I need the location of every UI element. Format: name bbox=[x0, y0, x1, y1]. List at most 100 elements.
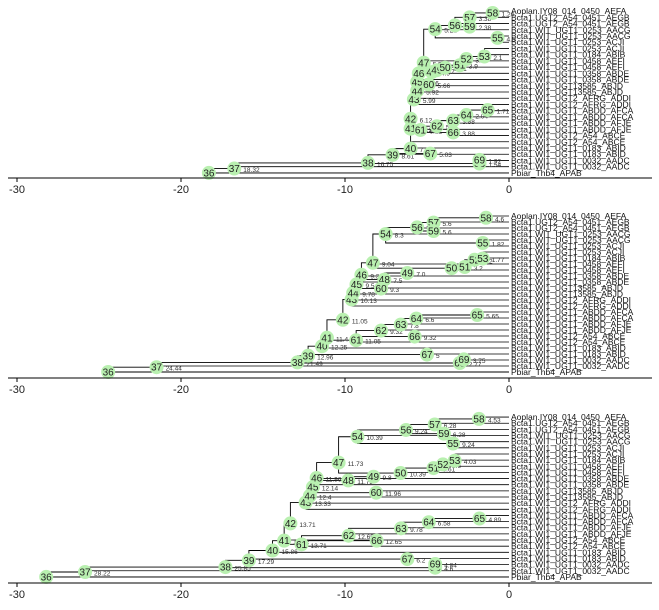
node-id: 39 bbox=[303, 351, 315, 362]
branch-length-label: 9.8 bbox=[383, 475, 392, 482]
node-circle bbox=[360, 155, 375, 170]
branch-length-label: 1.77 bbox=[492, 257, 505, 264]
x-tick-label: -10 bbox=[337, 184, 353, 196]
node-id: 47 bbox=[418, 58, 430, 69]
leaf-label: Bcta1.WI1_UGT1_0032_AADC bbox=[511, 155, 630, 165]
node-circle bbox=[444, 261, 459, 276]
leaf-label: Bcta1.WI1_UGT2_A54_ABCE bbox=[511, 331, 626, 341]
leaf-label: Bcta1.UGT2_A54_0451_AEGB bbox=[511, 217, 630, 227]
node-circle bbox=[420, 347, 434, 362]
node-circle bbox=[365, 255, 380, 270]
branch-length-label: 9.24 bbox=[462, 442, 475, 449]
branch-length-label: 11.4 bbox=[336, 336, 349, 343]
node-circle bbox=[447, 18, 462, 33]
leaf-label: Bcta1.WI1_UGT1_0358_ABDE bbox=[511, 68, 629, 78]
node-id: 46 bbox=[413, 69, 425, 80]
node-circle bbox=[400, 266, 415, 280]
node-id: 52 bbox=[437, 460, 449, 471]
leaf-label: Bcta1.WI1_UGT1_0458_AEFI bbox=[511, 62, 625, 72]
leaf-label: Bcta1.WI1_UGT2_AFRG_ADDI bbox=[511, 498, 631, 508]
x-axis: -30 -20 -10 0 bbox=[8, 582, 652, 601]
node-circle bbox=[218, 560, 233, 575]
node-id: 58 bbox=[473, 414, 485, 425]
leaf-label: Bcta1.WI1_UGT1_0183_ABID bbox=[511, 149, 626, 159]
branch-length-label: 5.03 bbox=[439, 152, 452, 159]
branch-length-label: 12.65 bbox=[358, 534, 375, 541]
leaf-label: Bcta1.UGT2_A54_0451_AEGB bbox=[511, 424, 630, 434]
node-circle bbox=[446, 125, 461, 140]
branch-length-label: 18.32 bbox=[243, 167, 260, 174]
branch-length-label: 3.88 bbox=[462, 119, 475, 126]
branch-length-label: 9.5 bbox=[365, 283, 374, 290]
branch-length-label: 12.96 bbox=[317, 354, 334, 361]
leaf-label: Bcta1.WI1_UGT1_0184_ABIB bbox=[511, 455, 626, 465]
node-circle bbox=[149, 360, 164, 375]
leaf-label: Bcta1.WI1_UGT1_0458_AEFI bbox=[511, 259, 625, 269]
node-circle bbox=[394, 521, 409, 536]
leaf-label: Bcta1.WI1_UGT1_0253_ACJI bbox=[511, 37, 624, 47]
x-axis: -30 -20 -10 0 bbox=[8, 177, 652, 196]
node-id: 66 bbox=[371, 536, 383, 547]
leaf-label: Aoplan.IY08_014_0450_AEFA bbox=[511, 211, 627, 221]
branch-length-label: 7.5 bbox=[393, 278, 402, 285]
branch-length-label: 6.58 bbox=[438, 521, 451, 528]
branch-length-label: 6.28 bbox=[453, 432, 466, 439]
leaf-label: Bcta1.WI1_UGT1_0458_AEFI bbox=[511, 265, 625, 275]
node-id: 63 bbox=[396, 524, 408, 535]
node-circle bbox=[331, 455, 346, 470]
node-id: 58 bbox=[487, 8, 499, 19]
leaf-label: Bcta1.WI1_UGT2_AFRG_ADDI bbox=[511, 93, 631, 103]
leaf-label: Bcta1.WI1_UGT1_ABDD_AFJE bbox=[511, 325, 632, 335]
leaf-group: Aoplan.IY08_014_0450_AEFABcta1.UGT2_A54_… bbox=[108, 211, 634, 377]
branch-length-label: 5.6 bbox=[443, 230, 452, 237]
branch-length-label: 11.73 bbox=[357, 479, 373, 486]
node-circle bbox=[39, 569, 54, 584]
leaf-label: Bcta1.WI1_UGT1_0183_ABID bbox=[511, 143, 626, 153]
node-id: 39 bbox=[243, 556, 255, 567]
branch-length-label: 10.13 bbox=[361, 298, 378, 305]
branch-length-label: 11.05 bbox=[365, 339, 381, 346]
node-id: 36 bbox=[41, 572, 53, 583]
leaf-label: Bcta1.WI1_UGT1_0358_ABDE bbox=[511, 271, 629, 281]
branch-length-label: 10.39 bbox=[366, 435, 383, 442]
node-circle bbox=[374, 281, 389, 296]
node-circle bbox=[490, 30, 505, 45]
branch-length-label: 2.1 bbox=[493, 55, 502, 62]
node-circle bbox=[369, 533, 384, 548]
node-circle bbox=[294, 537, 309, 552]
leaf-label: Bcta1.WI1_UGT2_A54_ABCE bbox=[511, 137, 626, 147]
leaf-label: Bcta1.WI1_UGT1_0458_AEFI bbox=[511, 467, 625, 477]
node-id: 52 bbox=[461, 55, 473, 66]
branch-length-label: 11.73 bbox=[348, 461, 364, 468]
node-circle bbox=[446, 436, 461, 451]
node-circle bbox=[447, 453, 462, 468]
leaf-label: Bcta1.WI1_UGT13585_ABJD bbox=[511, 492, 623, 502]
node-id: 60 bbox=[423, 80, 435, 91]
tree-panel-2: Aoplan.IY08_014_0450_AEFABcta1.UGT2_A54_… bbox=[8, 210, 652, 396]
node-circle bbox=[475, 251, 490, 266]
node-circle bbox=[378, 227, 393, 241]
node-id: 58 bbox=[480, 213, 492, 224]
node-circle bbox=[409, 311, 424, 326]
node-id: 45 bbox=[412, 78, 424, 89]
x-tick-label: -20 bbox=[173, 384, 189, 396]
node-id: 61 bbox=[351, 336, 363, 347]
node-id: 42 bbox=[337, 315, 349, 326]
node-id: 51 bbox=[454, 61, 466, 72]
node-id: 56 bbox=[412, 223, 424, 234]
node-id: 54 bbox=[380, 230, 392, 241]
leaf-label: Bcta1.UGT2_A54_0451_AEGB bbox=[511, 12, 630, 22]
node-id: 47 bbox=[367, 258, 379, 269]
leaf-label: Bcta1.WIT_UGT1_0253_AACG bbox=[511, 431, 631, 441]
node-id: 56 bbox=[449, 21, 461, 32]
leaf-label: Bcta1.WI1_UGT1_0032_AADC bbox=[511, 361, 630, 371]
leaf-label: Bcta1.WI1_UGT1_ABDD_AFCA bbox=[511, 112, 634, 122]
tree-panel-1: Aoplan.IY08_014_0450_AEFABcta1.UGT2_A54_… bbox=[8, 5, 652, 196]
branch-length-label: 8.3 bbox=[395, 233, 404, 240]
node-id: 64 bbox=[461, 111, 473, 122]
node-circle bbox=[400, 552, 415, 567]
node-id: 62 bbox=[431, 122, 443, 133]
branch-length-label: 9.24 bbox=[415, 428, 428, 435]
node-id: 44 bbox=[412, 86, 424, 97]
leaf-label: Bcta1.WI1_UGT2_A54_ABCE bbox=[511, 541, 626, 551]
